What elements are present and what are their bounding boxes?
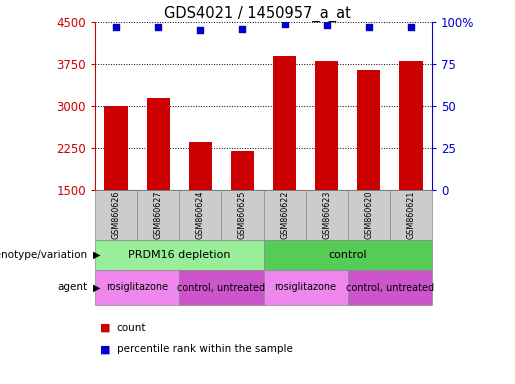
- Point: [322, 22, 331, 28]
- Text: count: count: [116, 323, 146, 333]
- Bar: [188, 142, 212, 190]
- Point: [281, 21, 289, 27]
- Text: control, untreated: control, untreated: [346, 283, 434, 293]
- Point: [196, 27, 204, 33]
- Point: [365, 24, 373, 30]
- Text: agent: agent: [57, 283, 87, 293]
- Text: control, untreated: control, untreated: [177, 283, 265, 293]
- Text: genotype/variation: genotype/variation: [0, 250, 87, 260]
- Text: ▶: ▶: [93, 283, 101, 293]
- Point: [154, 24, 162, 30]
- Text: PRDM16 depletion: PRDM16 depletion: [128, 250, 231, 260]
- Text: GDS4021 / 1450957_a_at: GDS4021 / 1450957_a_at: [164, 6, 351, 22]
- Bar: [147, 98, 170, 190]
- Text: GSM860625: GSM860625: [238, 191, 247, 239]
- Text: GSM860622: GSM860622: [280, 191, 289, 239]
- Text: ■: ■: [100, 344, 111, 354]
- Text: control: control: [329, 250, 367, 260]
- Text: rosiglitazone: rosiglitazone: [274, 283, 337, 293]
- Bar: [315, 61, 338, 190]
- Bar: [399, 61, 422, 190]
- Text: GSM860620: GSM860620: [364, 191, 373, 239]
- Bar: [273, 56, 296, 190]
- Point: [112, 24, 120, 30]
- Text: GSM860627: GSM860627: [153, 191, 163, 239]
- Text: ■: ■: [100, 323, 111, 333]
- Text: percentile rank within the sample: percentile rank within the sample: [116, 344, 293, 354]
- Point: [407, 24, 415, 30]
- Text: ▶: ▶: [93, 250, 101, 260]
- Text: GSM860621: GSM860621: [406, 191, 416, 239]
- Bar: [357, 70, 381, 190]
- Text: GSM860623: GSM860623: [322, 191, 331, 239]
- Point: [238, 26, 247, 32]
- Text: GSM860626: GSM860626: [112, 191, 121, 239]
- Text: rosiglitazone: rosiglitazone: [106, 283, 168, 293]
- Text: GSM860624: GSM860624: [196, 191, 205, 239]
- Bar: [231, 151, 254, 190]
- Bar: [105, 106, 128, 190]
